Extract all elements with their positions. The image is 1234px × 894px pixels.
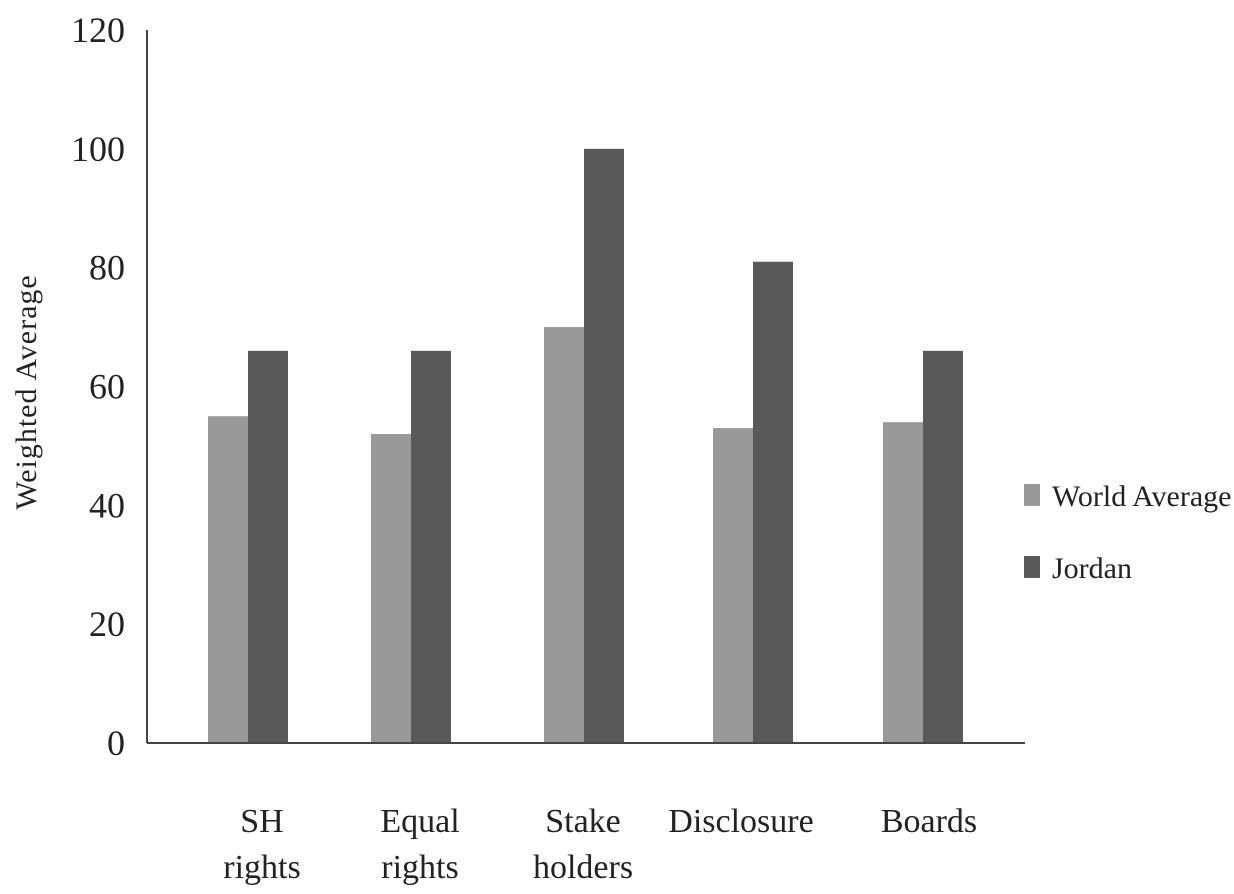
bar-jordan — [411, 350, 451, 743]
legend-label: Jordan — [1052, 552, 1132, 585]
legend-swatch — [1024, 556, 1040, 578]
bar-world-average — [544, 327, 584, 743]
bar-world-average — [883, 422, 923, 743]
x-category-label: holders — [533, 849, 633, 886]
x-category-label: Disclosure — [668, 803, 813, 840]
bar-jordan — [584, 148, 624, 744]
bar-world-average — [371, 434, 411, 743]
y-tick-label: 60 — [89, 367, 125, 407]
x-category-label: Stake — [545, 803, 621, 840]
x-category-label: rights — [223, 849, 300, 886]
bar-world-average — [713, 428, 753, 743]
bar-jordan — [248, 350, 288, 743]
y-axis-label: Weighted Average — [10, 274, 43, 509]
y-tick-label: 120 — [71, 10, 125, 50]
x-category-label: SH — [240, 803, 283, 840]
y-tick-label: 100 — [71, 129, 125, 169]
legend: World Average Jordan — [1024, 480, 1231, 585]
x-category-label: rights — [381, 849, 458, 886]
x-category-label: Boards — [881, 803, 977, 840]
y-axis-ticks: 0 20 40 60 80 100 120 — [71, 10, 125, 763]
y-tick-label: 40 — [89, 485, 125, 525]
bars — [208, 148, 963, 744]
y-tick-label: 80 — [89, 248, 125, 288]
y-tick-label: 20 — [89, 604, 125, 644]
x-category-label: Equal — [380, 803, 459, 840]
legend-label: World Average — [1052, 480, 1231, 513]
y-tick-label: 0 — [107, 723, 125, 763]
legend-swatch — [1024, 484, 1040, 506]
bar-jordan — [923, 350, 963, 743]
bar-jordan — [753, 261, 793, 743]
x-axis-labels: SH rights Equal rights Stake holders Disclosur… — [223, 803, 977, 886]
bar-world-average — [208, 416, 248, 743]
